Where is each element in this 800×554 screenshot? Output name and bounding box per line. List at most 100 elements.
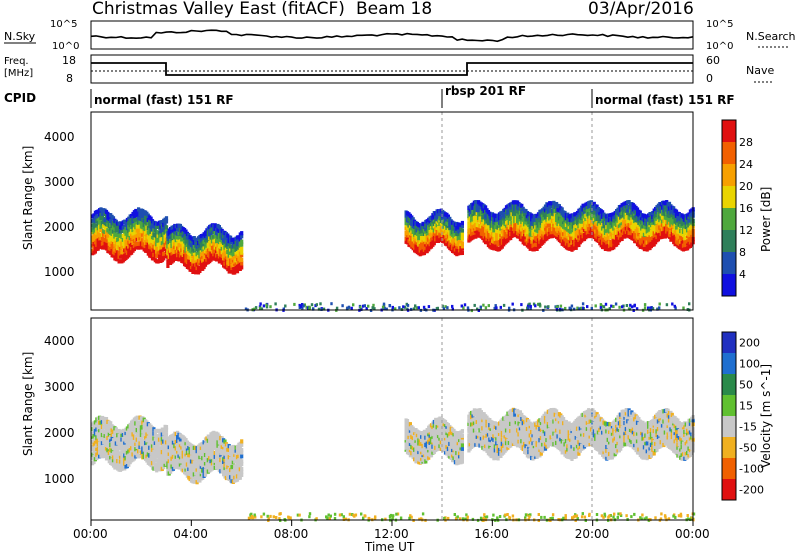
scatter-cell <box>121 233 125 238</box>
scatter-cell <box>482 303 485 307</box>
scatter-cell <box>405 214 410 219</box>
scatter-band-1 <box>91 415 169 473</box>
power-panel-frame <box>90 111 694 311</box>
scatter-cell <box>394 307 397 311</box>
scatter-cell <box>682 306 685 310</box>
scatter-cell <box>656 307 659 311</box>
scatter-cell <box>667 201 672 206</box>
scatter-cell <box>529 306 532 310</box>
scatter-cell <box>240 469 244 474</box>
scatter-cell <box>202 264 206 270</box>
scatter-cell <box>633 304 636 308</box>
scatter-cell <box>92 213 96 218</box>
scatter-cell <box>612 238 616 243</box>
scatter-cell <box>529 304 532 308</box>
scatter-cell <box>628 307 632 311</box>
scatter-cell <box>181 464 185 469</box>
scatter-cell <box>666 204 670 209</box>
scatter-cell <box>240 461 244 467</box>
noise-right-tick-bottom: 10^0 <box>706 41 733 52</box>
scatter-cell <box>599 223 603 229</box>
scatter-cell <box>638 210 642 215</box>
scatter-cell <box>651 307 655 311</box>
scatter-cell <box>237 235 241 240</box>
scatter-cell <box>470 309 473 313</box>
velocity-panel: Slant Range [km] 1000 2000 3000 4000 200… <box>21 317 773 522</box>
freq-left-tick-top: 18 <box>62 54 76 67</box>
scatter-cell <box>595 219 599 224</box>
scatter-cell <box>444 305 447 309</box>
cpid-segment-3: normal (fast) 151 RF <box>595 93 735 107</box>
scatter-cell <box>240 448 244 453</box>
noise-left-tick-bottom: 10^0 <box>52 41 79 52</box>
scatter-cell <box>240 466 244 472</box>
scatter-cell <box>238 445 242 450</box>
scatter-cell <box>187 456 191 461</box>
scatter-cell <box>424 459 428 464</box>
scatter-cell <box>414 304 417 308</box>
scatter-cell <box>481 206 485 211</box>
scatter-cell <box>460 429 464 434</box>
beam-label: Beam 18 <box>356 0 432 19</box>
scatter-cell <box>656 223 660 228</box>
scatter-band-3 <box>404 416 464 466</box>
scatter-cell <box>260 307 264 311</box>
scatter-cell <box>215 457 219 462</box>
scatter-band-2 <box>166 430 244 485</box>
scatter-cell <box>478 419 482 424</box>
power-colorbar-tick: 16 <box>739 202 753 215</box>
scatter-cell <box>391 305 394 309</box>
date-label: 03/Apr/2016 <box>588 0 694 19</box>
scatter-cell <box>403 305 407 309</box>
scatter-cell <box>305 305 308 309</box>
scatter-cell <box>205 235 209 241</box>
scatter-band-3 <box>404 208 464 257</box>
scatter-cell <box>382 302 386 306</box>
scatter-cell <box>676 214 680 219</box>
scatter-cell <box>198 467 202 472</box>
scatter-cell <box>235 269 240 274</box>
scatter-cell <box>352 303 355 307</box>
scatter-cell <box>149 254 153 259</box>
scatter-cell <box>398 306 401 310</box>
power-colorbar-swatch <box>722 120 736 142</box>
scatter-cell <box>442 307 446 311</box>
scatter-cell <box>405 419 410 424</box>
scatter-cell <box>441 304 444 308</box>
scatter-cell <box>473 303 476 307</box>
scatter-cell <box>111 237 116 242</box>
scatter-cell <box>635 307 639 311</box>
scatter-cell <box>495 306 498 310</box>
scatter-cell <box>405 221 410 226</box>
scatter-cell <box>635 207 640 212</box>
scatter-cell <box>610 304 613 308</box>
scatter-cell <box>671 302 674 306</box>
scatter-cell <box>507 218 511 223</box>
scatter-cell <box>96 214 100 219</box>
scatter-cell <box>674 306 677 310</box>
scatter-cell <box>506 215 510 221</box>
scatter-cell <box>612 245 616 250</box>
scatter-cell <box>216 256 220 261</box>
scatter-cell <box>631 207 635 212</box>
scatter-cell <box>643 306 647 310</box>
scatter-cell <box>206 458 210 463</box>
scatter-cell <box>406 303 410 307</box>
scatter-cell <box>240 454 244 459</box>
scatter-cell <box>422 305 426 309</box>
scatter-cell <box>166 263 170 268</box>
scatter-cell <box>599 234 603 240</box>
scatter-cell <box>460 443 464 448</box>
scatter-cell <box>96 430 100 435</box>
scatter-cell <box>127 436 131 441</box>
scatter-cell <box>178 235 182 240</box>
scatter-cell <box>164 225 169 230</box>
scatter-cell <box>508 306 511 310</box>
scatter-cell <box>422 457 426 462</box>
scatter-cell <box>109 421 113 426</box>
scatter-cell <box>198 478 202 483</box>
scatter-cell <box>658 306 661 310</box>
scatter-cell <box>240 261 244 266</box>
scatter-cell <box>240 246 244 251</box>
